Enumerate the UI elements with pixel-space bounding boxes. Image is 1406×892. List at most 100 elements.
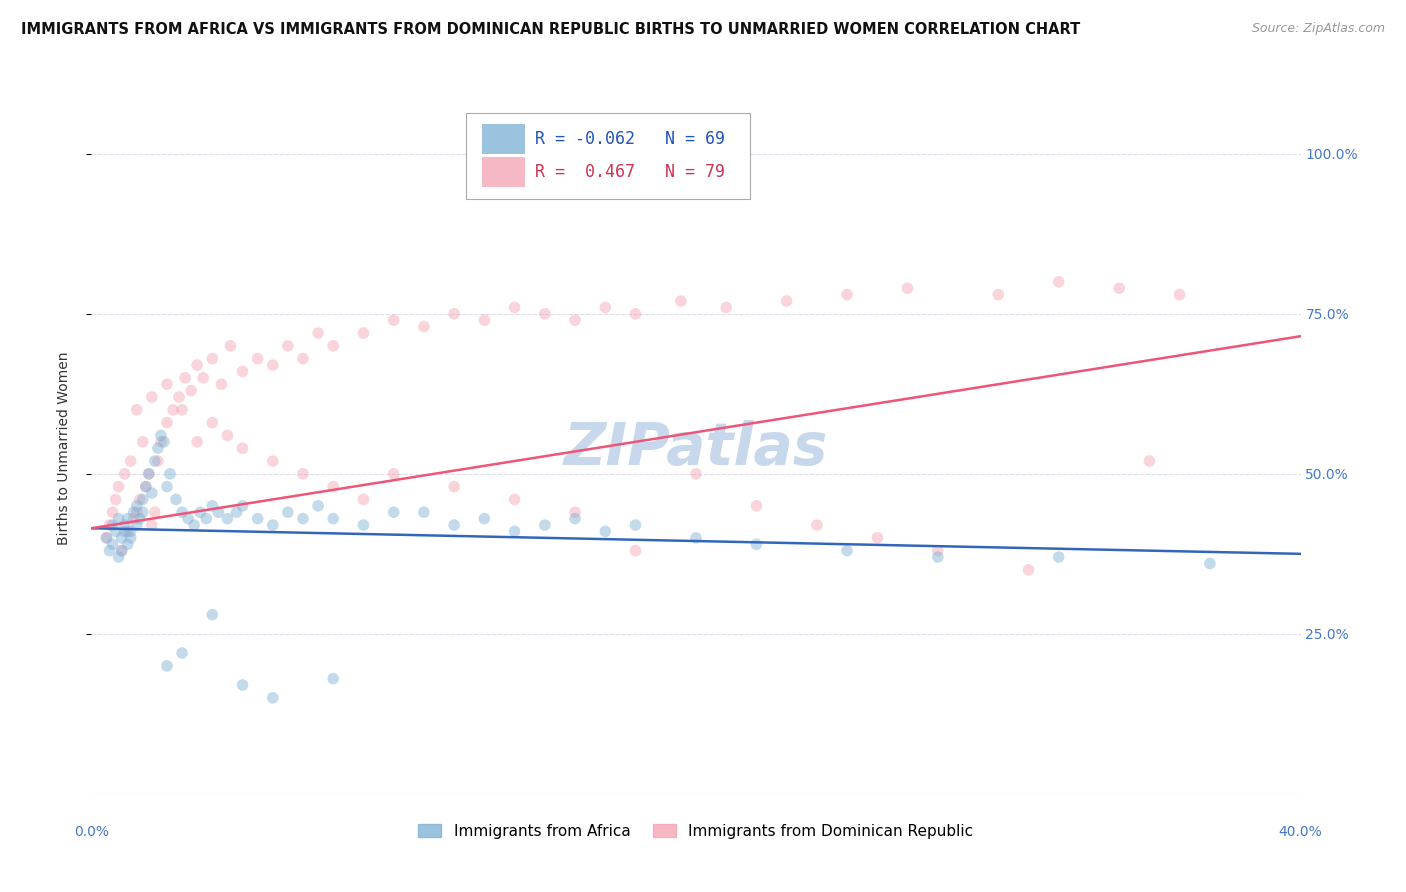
Point [927,543,949,558]
Point [188,505,211,519]
Point [669,293,692,308]
Point [382,467,405,481]
Point [262,690,284,705]
Point [125,505,148,519]
Text: ZIPatlas: ZIPatlas [564,420,828,476]
Point [114,524,136,539]
Point [231,499,253,513]
Point [111,543,132,558]
Point [277,339,299,353]
Text: R = -0.062   N = 69: R = -0.062 N = 69 [536,130,725,148]
Point [322,511,344,525]
Point [201,499,224,513]
Point [122,505,145,519]
Point [174,371,197,385]
Point [927,549,949,564]
Point [141,390,163,404]
Point [866,531,889,545]
Point [117,537,139,551]
Point [292,467,315,481]
Text: IMMIGRANTS FROM AFRICA VS IMMIGRANTS FROM DOMINICAN REPUBLIC BIRTHS TO UNMARRIED: IMMIGRANTS FROM AFRICA VS IMMIGRANTS FRO… [21,22,1080,37]
Point [745,499,768,513]
Point [120,531,142,545]
Point [835,543,858,558]
Point [231,442,253,455]
Point [1047,549,1070,564]
Text: Source: ZipAtlas.com: Source: ZipAtlas.com [1251,22,1385,36]
Point [186,358,208,372]
Point [262,358,284,372]
Point [201,351,224,366]
Point [413,319,436,334]
Point [595,524,617,539]
Point [624,307,647,321]
Point [172,402,194,417]
Point [162,402,184,417]
Point [685,467,707,481]
Point [156,416,179,430]
Point [193,371,215,385]
Point [149,428,172,442]
Point [307,499,329,513]
Legend: Immigrants from Africa, Immigrants from Dominican Republic: Immigrants from Africa, Immigrants from … [412,818,980,845]
Point [125,518,148,533]
Point [180,384,202,398]
Point [322,480,344,494]
Point [101,537,124,551]
Point [101,518,124,533]
Point [104,492,127,507]
Point [262,454,284,468]
Point [167,390,190,404]
Point [443,307,465,321]
Point [209,377,232,392]
Point [143,454,166,468]
Point [132,434,155,449]
Point [111,531,132,545]
Point [835,287,858,301]
Point [125,499,148,513]
Point [122,511,145,525]
Point [98,518,121,533]
Point [107,480,129,494]
Point [292,511,315,525]
Text: 0.0%: 0.0% [75,825,108,839]
Point [114,518,136,533]
FancyBboxPatch shape [482,156,526,187]
Point [382,505,405,519]
Point [183,518,205,533]
Point [146,454,169,468]
Point [1018,563,1040,577]
Point [277,505,299,519]
Point [776,293,799,308]
Point [533,307,555,321]
Point [352,326,374,340]
Point [201,416,224,430]
Point [96,531,118,545]
Text: 40.0%: 40.0% [1278,825,1323,839]
Point [156,480,179,494]
Point [111,543,132,558]
Point [138,467,160,481]
Point [987,287,1010,301]
Point [128,492,150,507]
Point [685,531,707,545]
Point [307,326,329,340]
Point [564,313,586,327]
Point [153,434,176,449]
Point [172,646,194,660]
Point [120,454,142,468]
Point [714,301,737,315]
Point [135,480,157,494]
Point [165,492,187,507]
Point [533,518,555,533]
Point [146,442,169,455]
Point [117,524,139,539]
Point [177,511,200,525]
Point [132,492,155,507]
Point [1168,287,1191,301]
Point [219,339,242,353]
FancyBboxPatch shape [482,124,526,154]
Point [117,511,139,525]
Point [1139,454,1161,468]
Point [595,301,617,315]
